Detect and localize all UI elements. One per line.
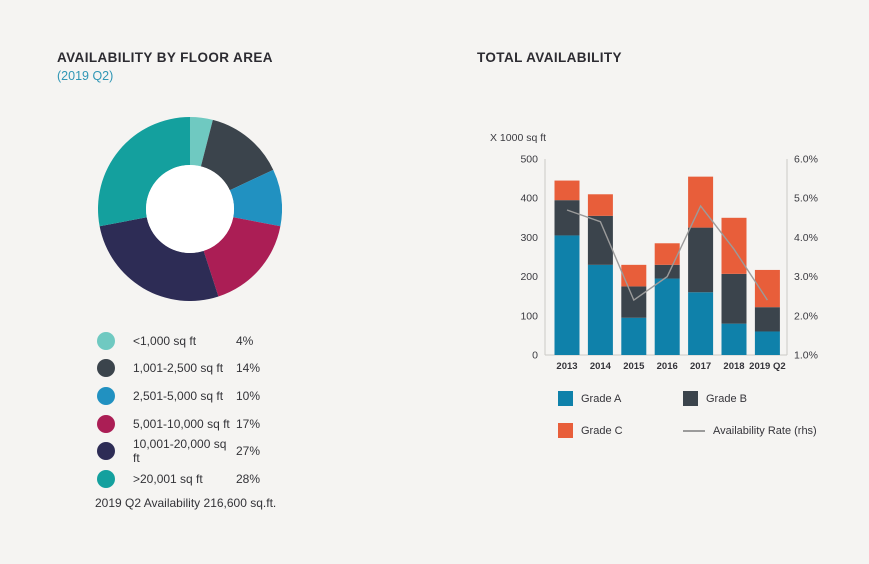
floor-area-legend-item: 2,501-5,000 sq ft 10%	[97, 382, 260, 410]
bar-segment-grade-b	[654, 264, 680, 279]
right-axis-tick-label: 3.0%	[794, 271, 818, 283]
bar-segment-grade-c	[688, 176, 714, 228]
bar-segment-grade-b	[554, 200, 580, 236]
legend-value: 14%	[236, 361, 261, 376]
legend-value: 17%	[236, 416, 261, 431]
x-axis-category-label: 2014	[590, 361, 612, 372]
floor-area-legend-item: <1,000 sq ft 4%	[97, 327, 260, 355]
legend-color-dot	[97, 386, 115, 405]
bar-segment-grade-b	[621, 286, 647, 318]
donut-segment	[190, 117, 213, 167]
floor-area-subtitle: (2019 Q2)	[57, 69, 114, 83]
legend-value: 10%	[236, 388, 261, 403]
legend-label: Grade C	[581, 424, 623, 437]
legend-label: 2,501-5,000 sq ft	[133, 388, 224, 403]
right-axis-tick-label: 2.0%	[794, 310, 818, 322]
legend-color-dot	[97, 331, 115, 350]
right-axis-tick-label: 6.0%	[794, 154, 818, 166]
left-axis-tick-label: 400	[520, 193, 538, 205]
legend-label: 5,001-10,000 sq ft	[133, 416, 230, 431]
left-axis-tick-label: 0	[532, 350, 538, 362]
bar-legend-item-grade-c: Grade C	[558, 423, 683, 438]
bar-legend-item-availability-rate-rhs-: Availability Rate (rhs)	[683, 423, 817, 438]
legend-color-dot	[97, 414, 115, 433]
bar-segment-grade-c	[654, 243, 680, 265]
legend-label: >20,001 sq ft	[133, 471, 203, 486]
right-axis-tick-label: 1.0%	[794, 350, 818, 362]
legend-label: Grade A	[581, 392, 622, 405]
legend-color-swatch	[558, 423, 573, 438]
bar-segment-grade-a	[621, 317, 647, 355]
legend-label: <1,000 sq ft	[133, 333, 197, 348]
bar-segment-grade-a	[554, 235, 580, 355]
right-axis-tick-label: 5.0%	[794, 193, 818, 205]
floor-area-legend-item: 5,001-10,000 sq ft 17%	[97, 410, 260, 438]
bar-segment-grade-a	[654, 278, 680, 355]
bar-segment-grade-a	[721, 323, 747, 355]
legend-color-dot	[97, 359, 115, 378]
donut-segment	[98, 117, 190, 227]
donut-segment	[99, 217, 219, 301]
bar-segment-grade-c	[587, 194, 613, 216]
bar-segment-grade-c	[754, 269, 780, 308]
left-axis-tick-label: 200	[520, 271, 538, 283]
total-availability-bar-chart: 0 100 200 300 400 500 1.0% 2.0% 3.0% 4.0% 5.0% 6.0%…	[520, 154, 818, 373]
floor-area-legend-item: 1,001-2,500 sq ft 14%	[97, 355, 260, 383]
floor-area-legend-item: >20,001 sq ft 28%	[97, 465, 260, 493]
left-axis-tick-label: 100	[520, 310, 538, 322]
legend-label: Availability Rate (rhs)	[713, 424, 817, 437]
donut-segment	[200, 119, 274, 191]
x-axis-category-label: 2018	[723, 361, 744, 372]
bar-segment-grade-b	[688, 227, 714, 293]
legend-label: 1,001-2,500 sq ft	[133, 361, 224, 376]
legend-label: 10,001-20,000 sq ft	[133, 437, 227, 466]
bar-segment-grade-a	[688, 292, 714, 355]
floor-area-title: AVAILABILITY BY FLOOR AREA	[57, 50, 273, 65]
bar-segment-grade-b	[754, 307, 780, 332]
donut-hole	[146, 165, 234, 253]
right-axis-tick-label: 4.0%	[794, 232, 818, 244]
floor-area-legend: <1,000 sq ft 4% 1,001-2,500 sq ft 14% 2,501-…	[97, 327, 260, 493]
total-availability-title: TOTAL AVAILABILITY	[477, 50, 622, 65]
legend-color-swatch	[558, 391, 573, 406]
donut-segment	[203, 217, 281, 297]
legend-line-swatch	[683, 429, 705, 432]
bar-segment-grade-c	[721, 217, 747, 274]
legend-value: 28%	[236, 471, 261, 486]
legend-color-dot	[97, 469, 115, 488]
floor-area-legend-item: 10,001-20,000 sq ft 27%	[97, 437, 260, 465]
bar-chart-legend: Grade A Grade B Grade C Availability Rate (…	[558, 391, 817, 438]
bar-segment-grade-b	[721, 273, 747, 324]
bar-segment-grade-a	[754, 331, 780, 355]
availability-rate-line	[566, 204, 768, 302]
left-axis-tick-label: 500	[520, 154, 538, 166]
bar-segment-grade-c	[621, 264, 647, 287]
left-axis-tick-label: 300	[520, 232, 538, 244]
x-axis-category-label: 2015	[623, 361, 645, 372]
x-axis-category-label: 2013	[556, 361, 577, 372]
x-axis-category-label: 2017	[690, 361, 711, 372]
legend-value: 27%	[236, 444, 261, 459]
donut-segment	[229, 169, 282, 227]
x-axis-category-label: 2019 Q2	[749, 361, 785, 372]
x-axis-category-label: 2016	[657, 361, 678, 372]
legend-color-dot	[97, 442, 115, 461]
legend-color-swatch	[683, 391, 698, 406]
legend-label: Grade B	[706, 392, 747, 405]
bar-segment-grade-a	[587, 264, 613, 355]
bar-legend-item-grade-b: Grade B	[683, 391, 817, 406]
bar-segment-grade-c	[554, 180, 580, 201]
legend-value: 4%	[236, 333, 254, 348]
y-axis-unit-label: X 1000 sq ft	[490, 132, 547, 144]
bar-legend-item-grade-a: Grade A	[558, 391, 683, 406]
floor-area-donut-chart	[98, 117, 282, 301]
availability-footnote: 2019 Q2 Availability 216,600 sq.ft.	[95, 496, 277, 510]
